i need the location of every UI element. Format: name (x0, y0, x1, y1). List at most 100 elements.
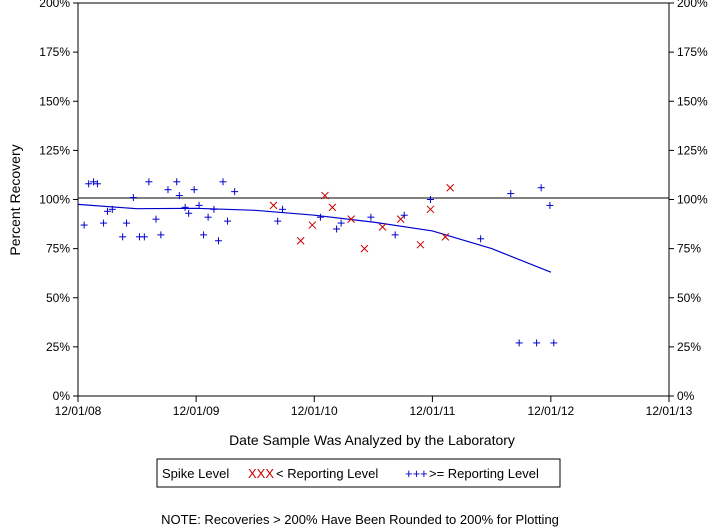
points-layer (80, 178, 558, 347)
above-reporting-point (515, 339, 523, 347)
below-reporting-point (328, 203, 337, 212)
y-axis-title: Percent Recovery (7, 144, 23, 255)
above-reporting-point (181, 203, 189, 211)
above-reporting-point (90, 178, 98, 186)
above-reporting-point (279, 205, 287, 213)
point-stroke (321, 191, 329, 200)
above-reporting-point (140, 233, 148, 241)
y-tick-label-left: 0% (53, 389, 71, 403)
point-stroke (269, 201, 278, 210)
above-reporting-point (400, 211, 408, 219)
point-stroke (396, 215, 405, 224)
below-reporting-point (360, 244, 369, 253)
above-reporting-point (80, 221, 88, 229)
legend-box (156, 458, 561, 488)
above-reporting-point (367, 213, 375, 221)
y-tick-label-right: 100% (677, 193, 708, 207)
above-reporting-point (333, 225, 341, 233)
y-tick-label-left: 25% (46, 340, 70, 354)
above-reporting-point (108, 205, 116, 213)
point-stroke (441, 232, 450, 241)
legend-below-glyph: XXX (248, 466, 274, 481)
below-reporting-point (378, 223, 387, 231)
above-reporting-point (231, 188, 239, 196)
above-reporting-point (391, 231, 399, 239)
above-reporting-point (157, 231, 165, 239)
below-reporting-point (396, 215, 405, 224)
point-stroke (308, 221, 317, 229)
trend-layer (77, 203, 552, 273)
above-reporting-point (152, 215, 160, 223)
below-reporting-point (308, 221, 317, 229)
above-reporting-point (119, 233, 127, 241)
above-reporting-point (337, 219, 345, 227)
y-tick-label-right: 200% (677, 0, 708, 10)
above-reporting-point (145, 178, 153, 186)
y-tick-label-right: 125% (677, 143, 708, 157)
above-reporting-point (103, 207, 111, 215)
x-axis-title: Date Sample Was Analyzed by the Laborato… (229, 432, 515, 448)
above-reporting-point (173, 178, 181, 186)
above-reporting-point (546, 201, 554, 209)
below-reporting-point (296, 236, 305, 245)
y-tick-label-right: 25% (677, 340, 701, 354)
above-reporting-point (210, 205, 218, 213)
legend-below-label: < Reporting Level (276, 466, 378, 481)
above-reporting-point (537, 184, 545, 192)
y-tick-label-right: 50% (677, 291, 701, 305)
point-stroke (446, 183, 455, 192)
x-tick-label: 12/01/12 (528, 404, 575, 418)
above-reporting-point (550, 339, 558, 347)
plot-area-frame (77, 2, 670, 397)
y-tick-label-left: 125% (39, 143, 70, 157)
above-reporting-point (477, 235, 485, 243)
above-reporting-point (195, 201, 203, 209)
above-reporting-point (274, 217, 282, 225)
below-reporting-point (269, 201, 278, 210)
y-tick-label-left: 75% (46, 242, 70, 256)
above-reporting-point (214, 237, 222, 245)
point-stroke (426, 205, 435, 214)
above-reporting-point (533, 339, 541, 347)
above-reporting-point (100, 219, 108, 227)
above-reporting-point (219, 178, 227, 186)
point-stroke (360, 244, 369, 253)
above-reporting-point (316, 213, 324, 221)
x-tick-label: 12/01/13 (646, 404, 693, 418)
point-stroke (296, 236, 305, 245)
y-tick-label-right: 75% (677, 242, 701, 256)
point-stroke (328, 203, 337, 212)
point-stroke (347, 215, 356, 224)
legend-above-glyph: +++ (405, 466, 428, 481)
above-reporting-point (175, 192, 183, 200)
below-reporting-point (416, 240, 425, 249)
legend-above-label: >= Reporting Level (429, 466, 539, 481)
trend-line (77, 203, 552, 273)
y-tick-label-left: 100% (39, 193, 70, 207)
y-tick-label-right: 175% (677, 45, 708, 59)
above-reporting-point (85, 180, 93, 188)
above-reporting-point (224, 217, 232, 225)
point-stroke (416, 240, 425, 249)
x-tick-label: 12/01/08 (55, 404, 102, 418)
above-reporting-point (129, 194, 137, 202)
above-reporting-point (200, 231, 208, 239)
point-stroke (378, 223, 387, 231)
x-axis-ticks: 12/01/08 12/01/09 12/01/10 12/01/11 12/01/12… (55, 396, 693, 418)
legend-title: Spike Level (162, 466, 229, 481)
above-reporting-point (185, 209, 193, 217)
above-reporting-point (507, 190, 515, 198)
above-reporting-point (190, 186, 198, 194)
below-reporting-point (321, 191, 329, 200)
y-tick-label-right: 150% (677, 94, 708, 108)
below-reporting-point (426, 205, 435, 214)
above-reporting-point (426, 196, 434, 203)
y-tick-label-left: 50% (46, 291, 70, 305)
y-tick-label-right: 0% (677, 389, 695, 403)
legend: Spike Level XXX < Reporting Level +++ >=… (156, 458, 561, 488)
y-tick-label-left: 175% (39, 45, 70, 59)
below-reporting-point (446, 183, 455, 192)
above-reporting-point (164, 186, 172, 194)
y-tick-label-left: 200% (39, 0, 70, 10)
